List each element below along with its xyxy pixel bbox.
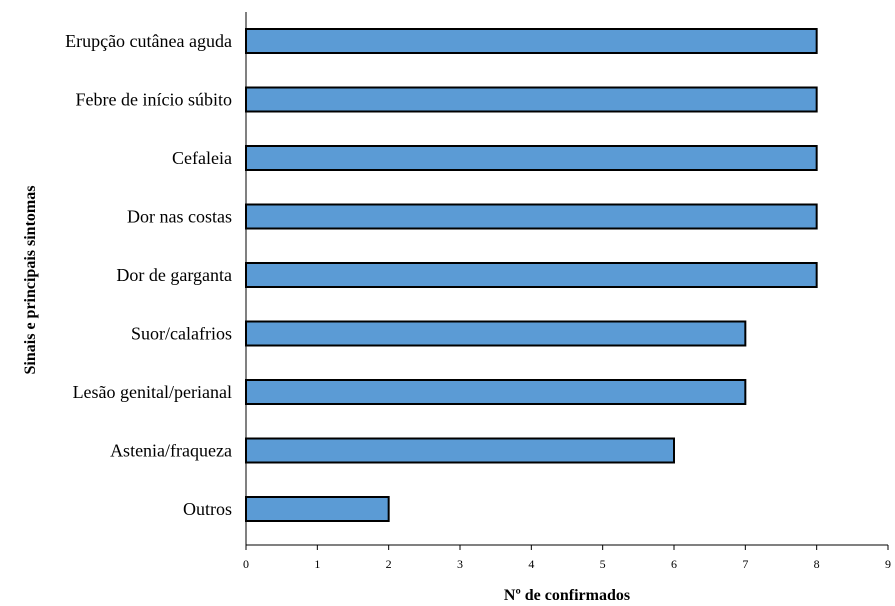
category-labels: Erupção cutânea aguda Febre de início súb… [65, 31, 232, 519]
ticks-layer: 0 1 2 3 4 5 6 7 8 9 [243, 545, 891, 571]
bar-5 [245, 320, 747, 347]
x-tick-label-2: 2 [386, 557, 392, 571]
bars-layer [245, 28, 818, 522]
x-tick-label-1: 1 [314, 557, 320, 571]
category-label-4: Dor de garganta [116, 265, 232, 285]
x-tick-label-9: 9 [885, 557, 891, 571]
category-label-7: Astenia/fraqueza [110, 441, 232, 461]
bar-7 [245, 437, 675, 464]
category-label-0: Erupção cutânea aguda [65, 31, 232, 51]
x-tick-label-4: 4 [528, 557, 534, 571]
x-tick-label-0: 0 [243, 557, 249, 571]
bar-0 [245, 28, 818, 54]
category-label-8: Outros [183, 499, 232, 519]
bar-3 [245, 203, 818, 230]
category-label-5: Suor/calafrios [131, 324, 232, 344]
bar-2 [245, 145, 818, 171]
x-tick-label-3: 3 [457, 557, 463, 571]
bar-4 [245, 262, 818, 288]
x-axis-title: Nº de confirmados [504, 587, 630, 604]
x-tick-label-6: 6 [671, 557, 677, 571]
category-label-3: Dor nas costas [127, 207, 232, 227]
y-axis-title: Sinais e principais sintomas [22, 186, 39, 375]
category-label-1: Febre de início súbito [76, 90, 232, 110]
axes-layer [245, 12, 888, 546]
bar-8 [245, 496, 390, 522]
bar-1 [245, 86, 818, 113]
bar-6 [245, 379, 747, 405]
x-tick-label-8: 8 [814, 557, 820, 571]
category-label-6: Lesão genital/perianal [73, 382, 232, 402]
x-tick-label-7: 7 [742, 557, 748, 571]
x-tick-label-5: 5 [600, 557, 606, 571]
category-label-2: Cefaleia [172, 148, 232, 168]
